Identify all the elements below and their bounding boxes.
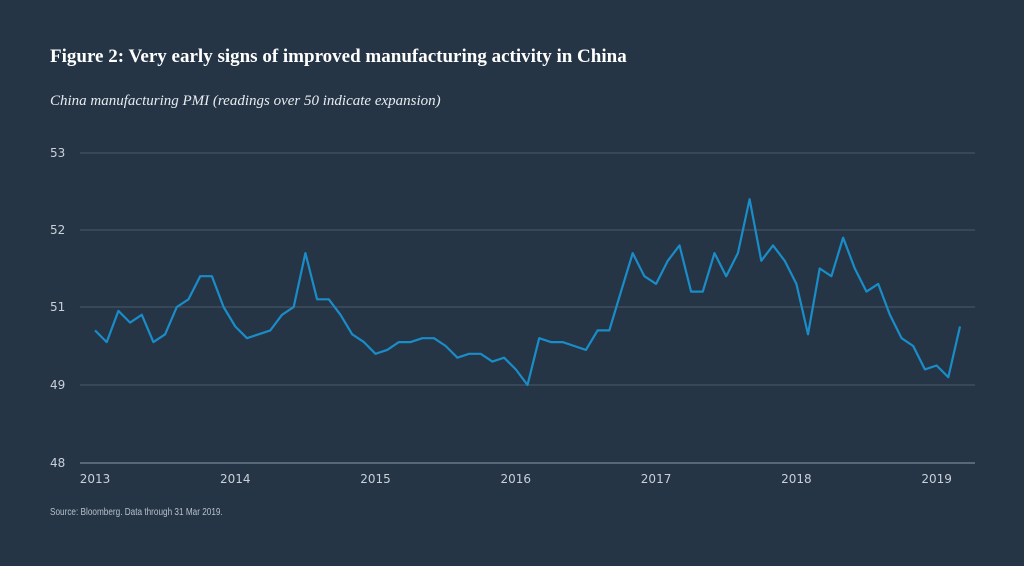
chart-subtitle: China manufacturing PMI (readings over 5…	[50, 93, 441, 109]
x-tick-label: 2013	[80, 472, 111, 486]
x-tick-label: 2019	[921, 472, 952, 486]
series-layer	[94, 198, 962, 387]
y-tick-label: 48	[50, 456, 65, 470]
x-tick-label: 2015	[360, 472, 391, 486]
source-note: Source: Bloomberg. Data through 31 Mar 2…	[50, 507, 223, 518]
x-tick-label: 2014	[220, 472, 251, 486]
gridlines	[80, 152, 975, 464]
x-tick-label: 2018	[781, 472, 812, 486]
y-tick-label: 51	[50, 300, 65, 314]
y-tick-label: 53	[50, 146, 65, 160]
x-axis-tick-labels: 2013 2014 2015 2016 2017 2018 2019	[80, 472, 952, 486]
y-tick-label: 52	[50, 223, 65, 237]
x-tick-label: 2017	[641, 472, 672, 486]
x-tick-label: 2016	[501, 472, 532, 486]
chart-title: Figure 2: Very early signs of improved m…	[50, 46, 627, 67]
series-line-0	[94, 198, 962, 387]
y-tick-label: 49	[50, 378, 65, 392]
y-axis-tick-labels: 48 49 51 52 53	[50, 146, 65, 470]
